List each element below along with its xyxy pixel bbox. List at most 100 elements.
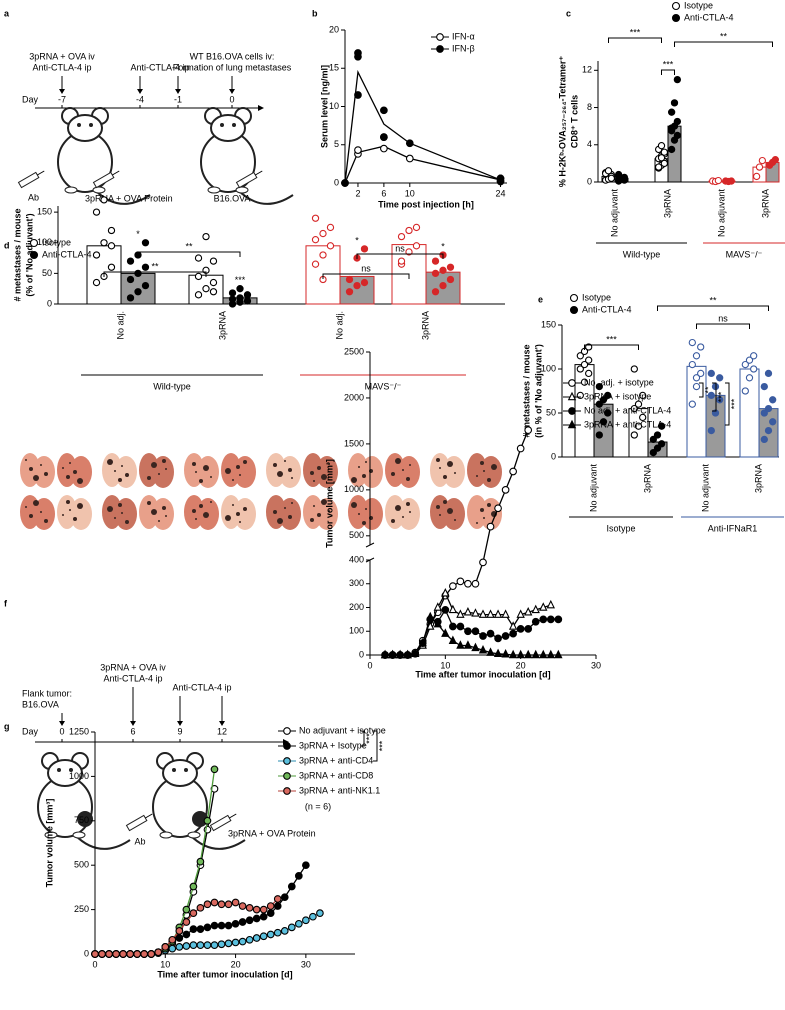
metastasis-spot [29, 514, 33, 518]
significance-bracket [674, 41, 773, 47]
data-point [259, 912, 268, 921]
data-point [649, 448, 657, 457]
data-point [203, 941, 212, 949]
lung-lobe [152, 456, 174, 488]
data-point [243, 291, 252, 299]
legend-label: 3pRNA + anti-CD8 [299, 770, 373, 780]
metastasis-spot [365, 461, 367, 463]
data-point [486, 522, 495, 531]
data-point [133, 950, 142, 958]
metastasis-spot [73, 517, 77, 521]
legend-marker [436, 33, 444, 41]
metastasis-spot [151, 462, 157, 468]
data-point [501, 609, 510, 618]
lung-photo [139, 495, 174, 530]
data-point [266, 930, 275, 939]
metastasis-spot [273, 510, 277, 514]
arrow-head [137, 89, 143, 94]
legend-marker [568, 407, 576, 415]
data-point [319, 229, 327, 238]
data-point [210, 898, 219, 907]
data-point [273, 895, 282, 903]
y-tick-label: 250 [74, 904, 89, 914]
day-tick-label: -1 [174, 94, 182, 104]
lung-lobe [197, 456, 219, 488]
metastasis-spot [313, 480, 315, 482]
metastasis-spot [73, 470, 77, 474]
series-line [344, 69, 501, 184]
lung-photo [467, 453, 502, 488]
metastasis-spot [402, 516, 404, 518]
metastasis-spot [406, 477, 410, 481]
data-point [595, 382, 603, 391]
metastasis-spot [362, 521, 366, 525]
data-point [486, 629, 495, 638]
lung-photo [139, 453, 174, 488]
data-point [100, 196, 108, 204]
data-point [210, 921, 219, 930]
x-tick-label: 0 [92, 959, 97, 969]
data-point [252, 905, 261, 914]
mouse-eye [220, 123, 224, 127]
data-point [760, 382, 768, 391]
data-point [692, 352, 701, 360]
data-point [294, 919, 303, 928]
lung-photo [430, 495, 465, 530]
metastasis-spot [310, 518, 314, 522]
category-label: No adjuvant [588, 464, 598, 513]
data-point [688, 338, 696, 347]
data-point [203, 923, 212, 932]
data-point [764, 426, 773, 435]
data-point [412, 242, 421, 250]
data-point [92, 278, 101, 287]
data-point [764, 404, 773, 413]
legend-label: Anti-CTLA-4 [582, 304, 632, 314]
mouse-foot [72, 831, 86, 839]
mouse-eye [232, 123, 236, 127]
y-tick-label: 8 [587, 102, 592, 112]
legend-label: 3pRNA + anti-NK1.1 [299, 785, 380, 795]
y-tick-label: 0 [359, 649, 364, 659]
metastasis-spot [165, 515, 167, 517]
data-point [673, 75, 682, 84]
lung-lobe [443, 498, 465, 530]
y-axis-label: # metastases / mouse [521, 344, 531, 437]
significance-bracket [657, 305, 769, 311]
data-point [182, 905, 191, 914]
panel-label: d [4, 240, 10, 250]
y-tick-label: 100 [37, 237, 52, 247]
data-point [471, 627, 480, 636]
lung-photo [348, 453, 383, 488]
data-point [134, 269, 142, 278]
y-axis-label: (% of 'No adjuvant') [24, 213, 34, 296]
data-point [441, 606, 450, 614]
data-point [433, 602, 442, 611]
data-point [604, 409, 612, 417]
metastasis-spot [454, 519, 456, 521]
metastasis-spot [436, 458, 440, 462]
tumor [77, 811, 93, 827]
data-point [134, 288, 142, 296]
lung-photo [430, 453, 465, 488]
arrow-head [177, 721, 183, 726]
data-point [280, 893, 289, 902]
metastasis-spot [476, 522, 478, 524]
data-point [658, 440, 666, 448]
metastasis-spot [29, 467, 33, 471]
data-point [516, 625, 525, 633]
data-point [760, 409, 768, 417]
bar [339, 275, 375, 305]
data-point [585, 356, 593, 364]
data-point [353, 281, 361, 290]
data-point [175, 934, 184, 942]
event-label: 3pRNA + OVA iv [100, 662, 166, 672]
metastasis-spot [439, 467, 441, 469]
data-point [580, 378, 589, 386]
arrow-head [130, 721, 136, 726]
data-point [471, 579, 480, 588]
data-point [658, 422, 666, 430]
x-axis-label: Time after tumor inoculation [d] [157, 969, 292, 979]
metastasis-spot [358, 466, 360, 468]
data-point [141, 239, 150, 247]
significance-bracket [725, 382, 730, 426]
